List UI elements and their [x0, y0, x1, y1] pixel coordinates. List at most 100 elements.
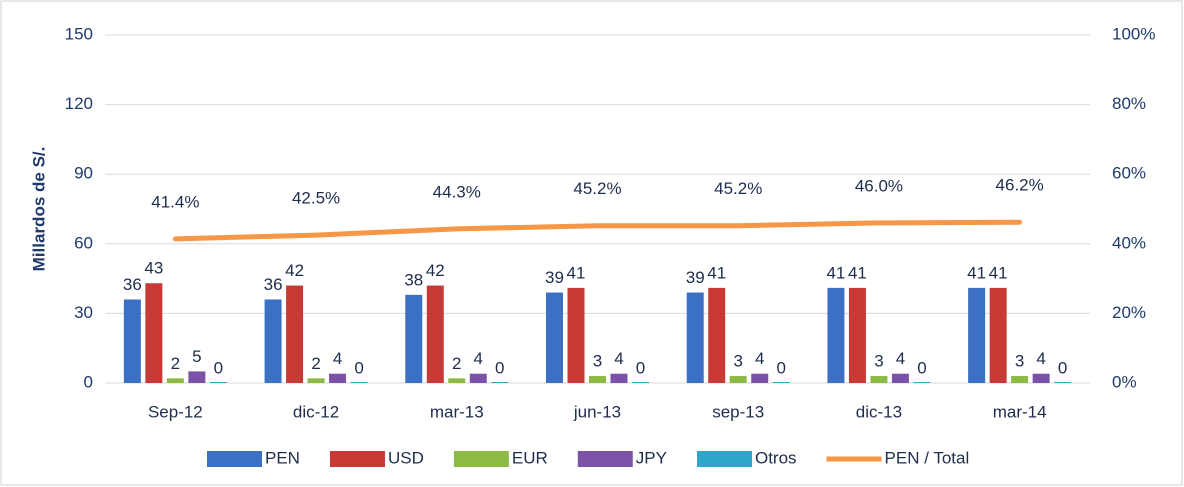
bar	[989, 287, 1007, 383]
bar	[632, 382, 649, 383]
x-tick-label: dic-13	[856, 402, 902, 421]
bar-value-label: 0	[917, 358, 926, 377]
line-value-label: 46.2%	[996, 176, 1044, 195]
x-tick-label: dic-12	[293, 402, 339, 421]
legend-label: EUR	[512, 448, 548, 467]
bar-value-label: 41	[967, 263, 986, 282]
bar-value-label: 41	[707, 263, 726, 282]
bar-value-label: 41	[567, 263, 586, 282]
bar-value-label: 4	[333, 349, 342, 368]
bar-value-label: 36	[264, 275, 283, 294]
bar	[729, 376, 747, 383]
bar	[491, 382, 509, 383]
bar-value-label: 2	[452, 354, 461, 373]
line-value-label: 45.2%	[573, 179, 621, 198]
bar	[264, 299, 282, 383]
line-value-label: 44.3%	[433, 182, 481, 201]
y-axis-title: Millardos de S/.	[29, 147, 48, 272]
bar-value-label: 0	[214, 358, 223, 377]
legend-swatch	[696, 451, 752, 467]
legend-label: PEN	[265, 448, 300, 467]
line-value-label: 46.0%	[855, 176, 903, 195]
bar	[448, 378, 466, 383]
bar-value-label: 3	[874, 352, 883, 371]
bar-value-label: 3	[1015, 352, 1024, 371]
bar	[567, 287, 585, 383]
bar-value-label: 41	[989, 263, 1008, 282]
bar	[772, 382, 790, 383]
legend-swatch	[329, 451, 385, 467]
y-tick-label: 120	[65, 94, 93, 113]
bar	[1011, 376, 1029, 383]
bar-value-label: 41	[826, 263, 845, 282]
bar	[405, 294, 423, 383]
bar	[751, 373, 769, 383]
bar	[589, 376, 606, 383]
legend-label: Otros	[755, 448, 797, 467]
x-tick-label: Sep-12	[148, 402, 203, 421]
bar	[870, 376, 888, 383]
bar-value-label: 2	[171, 354, 180, 373]
line-value-label: 42.5%	[292, 189, 340, 208]
bar-value-label: 3	[733, 352, 742, 371]
y-tick-label: 150	[65, 24, 93, 43]
legend-label: JPY	[636, 448, 667, 467]
bar	[686, 292, 704, 383]
legend-label: USD	[388, 448, 424, 467]
x-tick-label: jun-13	[573, 402, 621, 421]
bar	[329, 373, 347, 383]
legend-label: PEN / Total	[885, 448, 970, 467]
bar	[1054, 382, 1072, 383]
bar	[708, 287, 726, 383]
bar-value-label: 36	[123, 275, 142, 294]
bar-value-label: 38	[404, 270, 423, 289]
y2-tick-label: 80%	[1112, 94, 1146, 113]
bar	[1032, 373, 1050, 383]
bar-value-label: 0	[1058, 358, 1067, 377]
bar-value-label: 43	[144, 259, 163, 278]
bar-value-label: 4	[755, 349, 764, 368]
y2-tick-label: 40%	[1112, 233, 1146, 252]
bar	[350, 382, 368, 383]
bar-value-label: 0	[495, 358, 504, 377]
bar-value-label: 0	[636, 358, 645, 377]
bar-value-label: 39	[686, 268, 705, 287]
y2-tick-label: 20%	[1112, 303, 1146, 322]
bar	[426, 285, 444, 383]
bar	[913, 382, 931, 383]
bar-value-label: 42	[426, 261, 445, 280]
bar	[848, 287, 866, 383]
bar	[209, 382, 227, 383]
y2-tick-label: 0%	[1112, 372, 1137, 391]
y2-tick-label: 100%	[1112, 24, 1155, 43]
bar-value-label: 3	[593, 352, 602, 371]
line	[172, 219, 1023, 242]
bar-value-label: 42	[285, 261, 304, 280]
x-tick-label: mar-14	[993, 402, 1047, 421]
bar	[307, 378, 325, 383]
bar-value-label: 2	[311, 354, 320, 373]
bar	[546, 292, 563, 383]
bar	[123, 299, 141, 383]
bar	[166, 378, 184, 383]
bar-value-label: 39	[545, 268, 564, 287]
x-tick-label: mar-13	[430, 402, 484, 421]
bar-value-label: 4	[474, 349, 483, 368]
bar	[968, 287, 986, 383]
y-tick-label: 0	[84, 372, 93, 391]
legend-swatch	[577, 451, 633, 467]
x-tick-label: sep-13	[712, 402, 764, 421]
bar	[891, 373, 909, 383]
legend-swatch	[453, 451, 509, 467]
bar-value-label: 4	[1036, 349, 1045, 368]
bar-value-label: 0	[776, 358, 785, 377]
bar-value-label: 5	[192, 347, 201, 366]
bar	[286, 285, 304, 383]
y-tick-label: 90	[74, 164, 93, 183]
bar-value-label: 41	[848, 263, 867, 282]
bar	[145, 283, 163, 383]
bar-value-label: 0	[354, 358, 363, 377]
bar	[188, 371, 206, 383]
